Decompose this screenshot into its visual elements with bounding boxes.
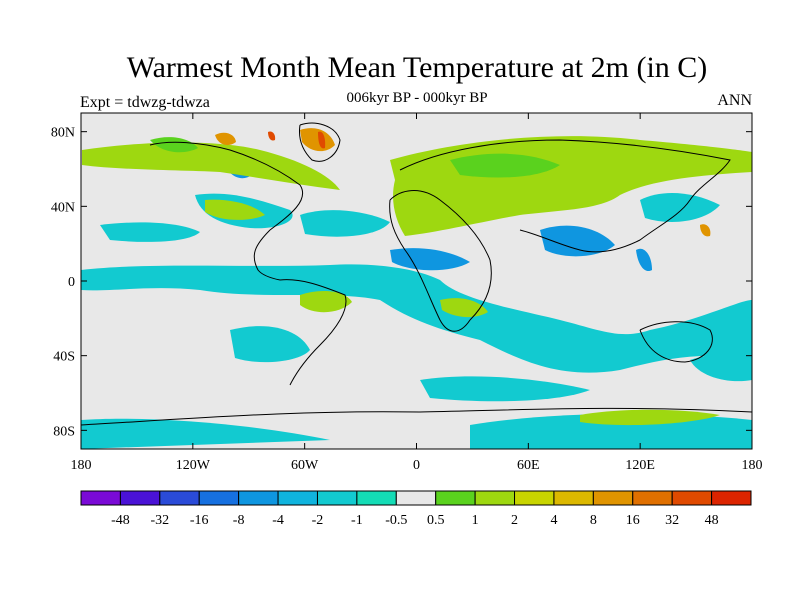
pacific-west-patch [100,222,200,242]
colorbar-swatch [316,490,358,506]
x-tick-label: 180 [71,458,92,473]
greenland-orange [300,128,335,152]
colorbar-swatch [119,490,161,506]
eurasia-coast [399,139,731,253]
y-tick-label: 80N [51,126,75,141]
antarctica-green [580,409,720,426]
colorbar-label: -32 [150,513,169,528]
colorbar-label: -16 [190,513,209,528]
south-africa-green [440,298,488,318]
south-america-green [300,290,352,313]
x-tick-label: 180 [742,458,763,473]
sahel-blue [390,248,470,271]
colorbar-label: -1 [351,513,363,528]
kuroshio-patch [640,193,720,222]
colorbar-swatch [198,490,240,506]
asia-monsoon-blue [540,225,615,257]
colorbar-swatch [395,490,437,506]
antarctic-west-patch [81,418,330,449]
red-anomaly-regions [268,131,326,149]
light-green-anomaly-regions [150,137,560,178]
colorbar-swatch [238,490,279,506]
south-america-coast [279,279,347,386]
colorbar-swatch [553,490,594,506]
colorbar-swatch [514,490,555,506]
tropical-band [81,264,752,373]
colorbar-swatch [435,490,476,506]
greenland-red [318,131,326,149]
philippines-blue [636,248,652,272]
colorbar-swatch [474,490,516,506]
greenland-coast [299,122,341,162]
x-tick-label: 60W [291,458,319,473]
colorbar-swatch [671,490,713,506]
colorbar-label: -2 [312,513,324,528]
y-tick-label: 40S [53,350,75,365]
antarctic-east-patch [470,413,752,449]
antarctica-coast [81,407,752,426]
colorbar-label: 4 [550,513,557,528]
coastlines [81,122,752,426]
anomaly-field [81,128,752,449]
orange-anomaly-regions [215,128,711,237]
x-axis: 180 120W 60W 0 60E 120E 180 [71,113,763,473]
colorbar-swatch [632,490,673,506]
experiment-label: Expt = tdwzg-tdwza [80,94,210,111]
chart-title: Warmest Month Mean Temperature at 2m (in… [126,51,708,84]
north-america-arctic [82,142,340,190]
colorbar-swatch [711,490,752,506]
colorbar: -48 -32 -16 -8 -4 -2 -1 -0.5 0.5 1 2 4 8 16 32 48 [80,490,752,528]
atlantic-north-patch [300,210,390,237]
colorbar-label: -8 [233,513,245,528]
colorbar-label: 48 [705,513,719,528]
x-tick-label: 120W [176,458,211,473]
colorbar-swatch [592,490,634,506]
southern-ocean-patch [420,376,590,402]
x-tick-label: 120E [625,458,655,473]
colorbar-label: 2 [511,513,518,528]
colorbar-label: 1 [472,513,479,528]
chart-subtitle: 006kyr BP - 000kyr BP [346,90,488,106]
colorbar-swatch [356,490,397,506]
arctic-canada-orange [215,132,236,146]
alaska-light-green [150,137,198,153]
colorbar-swatch [80,490,121,506]
colorbar-label: 16 [626,513,640,528]
africa-coast [389,190,492,332]
x-tick-label: 60E [517,458,540,473]
japan-orange [700,224,711,237]
y-tick-label: 0 [68,275,75,290]
north-america-coast [149,141,304,281]
colorbar-label: 32 [665,513,679,528]
y-tick-label: 80S [53,424,75,439]
australia-coast [639,321,713,363]
siberia-light-green [450,153,560,178]
south-pacific-patch [230,326,310,363]
colorbar-swatch [159,490,200,506]
colorbar-label: 8 [590,513,597,528]
baffin-red [268,131,276,141]
x-tick-label: 0 [413,458,420,473]
colorbar-label: -4 [272,513,284,528]
y-tick-label: 40N [51,200,75,215]
colorbar-label: -0.5 [385,513,407,528]
colorbar-label: -48 [111,513,130,528]
season-label: ANN [717,92,752,109]
tasman-patch [690,353,752,382]
colorbar-swatch [277,490,318,506]
colorbar-label: 0.5 [427,513,445,528]
north-america-mid [205,199,265,220]
y-axis: 80N 40N 0 40S 80S [51,126,752,439]
